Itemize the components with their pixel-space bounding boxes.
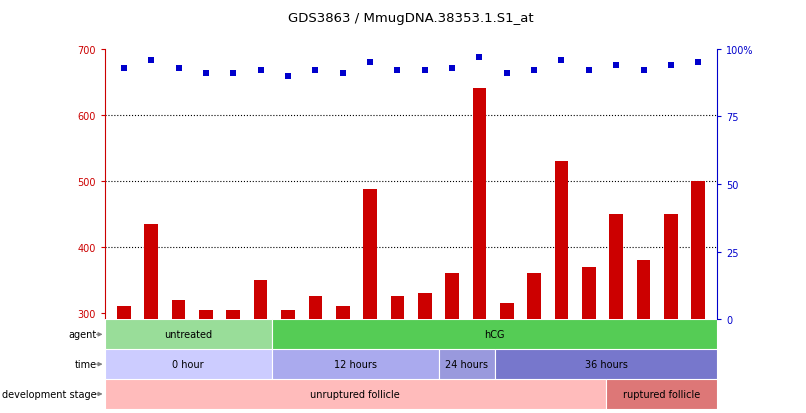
Bar: [254, 280, 268, 413]
Bar: [692, 181, 705, 413]
Bar: [144, 224, 158, 413]
Bar: [391, 297, 405, 413]
Bar: [281, 310, 295, 413]
Bar: [445, 273, 459, 413]
Bar: [199, 310, 213, 413]
Text: 12 hours: 12 hours: [334, 359, 377, 369]
Bar: [527, 273, 541, 413]
Bar: [105, 320, 272, 349]
Text: untreated: untreated: [164, 330, 212, 339]
Bar: [226, 310, 240, 413]
Text: GDS3863 / MmugDNA.38353.1.S1_at: GDS3863 / MmugDNA.38353.1.S1_at: [289, 12, 534, 25]
Text: 0 hour: 0 hour: [172, 359, 204, 369]
Text: ruptured follicle: ruptured follicle: [623, 389, 700, 399]
Text: unruptured follicle: unruptured follicle: [310, 389, 401, 399]
Bar: [582, 267, 596, 413]
Bar: [555, 161, 568, 413]
Bar: [364, 190, 377, 413]
Text: 24 hours: 24 hours: [445, 359, 488, 369]
Bar: [418, 293, 431, 413]
Bar: [272, 320, 717, 349]
Bar: [117, 306, 131, 413]
Text: hCG: hCG: [484, 330, 505, 339]
Bar: [105, 349, 272, 379]
Bar: [472, 89, 486, 413]
Text: development stage: development stage: [2, 389, 97, 399]
Bar: [172, 300, 185, 413]
Bar: [272, 349, 439, 379]
Text: 36 hours: 36 hours: [584, 359, 627, 369]
Bar: [439, 349, 495, 379]
Bar: [609, 214, 623, 413]
Text: agent: agent: [69, 330, 97, 339]
Bar: [500, 303, 513, 413]
Bar: [606, 379, 717, 409]
Text: time: time: [74, 359, 97, 369]
Bar: [664, 214, 678, 413]
Bar: [309, 297, 322, 413]
Bar: [105, 379, 606, 409]
Bar: [495, 349, 717, 379]
Bar: [637, 260, 650, 413]
Bar: [336, 306, 350, 413]
